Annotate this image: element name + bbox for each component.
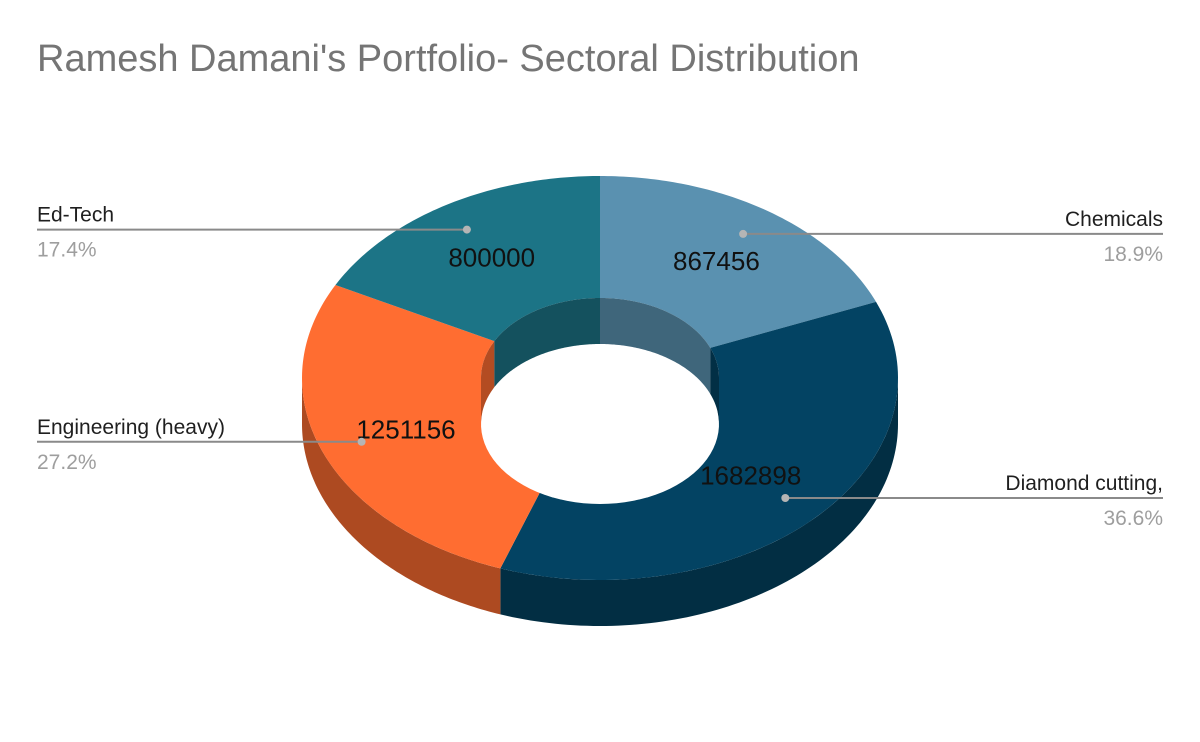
value-label-2: 1251156 [356, 415, 455, 445]
callout-labels: Chemicals 18.9% Diamond cutting, 36.6% Engin… [37, 204, 1163, 530]
slice-top-0[interactable] [600, 176, 877, 348]
chart-title: Ramesh Damani's Portfolio- Sectoral Dist… [37, 38, 860, 80]
hole-floor [481, 344, 719, 504]
slice-side-1 [500, 378, 898, 626]
value-labels: 867456 1682898 1251156 800000 [356, 243, 801, 491]
category-label-0: Chemicals [1065, 208, 1163, 231]
percent-label-2: 27.2% [37, 451, 97, 474]
slice-inner-wall-2-1 [481, 341, 495, 424]
leader-dot-1 [781, 494, 790, 502]
slice-top-3[interactable] [335, 176, 600, 342]
category-label-3: Ed-Tech [37, 204, 114, 227]
leader-dot-3 [462, 225, 471, 234]
leader-dot-0 [739, 229, 748, 238]
category-label-2: Engineering (heavy) [37, 416, 225, 439]
slice-side-2 [302, 378, 501, 615]
value-label-1: 1682898 [700, 460, 801, 490]
percent-label-1: 36.6% [1103, 507, 1163, 530]
donut-side-walls [302, 378, 898, 626]
slice-inner-wall-1-0 [710, 347, 719, 424]
percent-label-0: 18.9% [1103, 243, 1163, 266]
category-label-1: Diamond cutting, [1005, 472, 1163, 495]
leader-dot-2 [357, 437, 366, 446]
slice-inner-wall-0-0 [600, 298, 711, 394]
slice-inner-wall-3-1 [494, 298, 600, 388]
donut-hole [481, 321, 719, 504]
donut-inner-walls [481, 298, 719, 424]
percent-label-3: 17.4% [37, 239, 97, 262]
value-label-0: 867456 [673, 246, 760, 276]
slice-top-2[interactable] [302, 285, 561, 569]
value-label-3: 800000 [448, 243, 535, 273]
